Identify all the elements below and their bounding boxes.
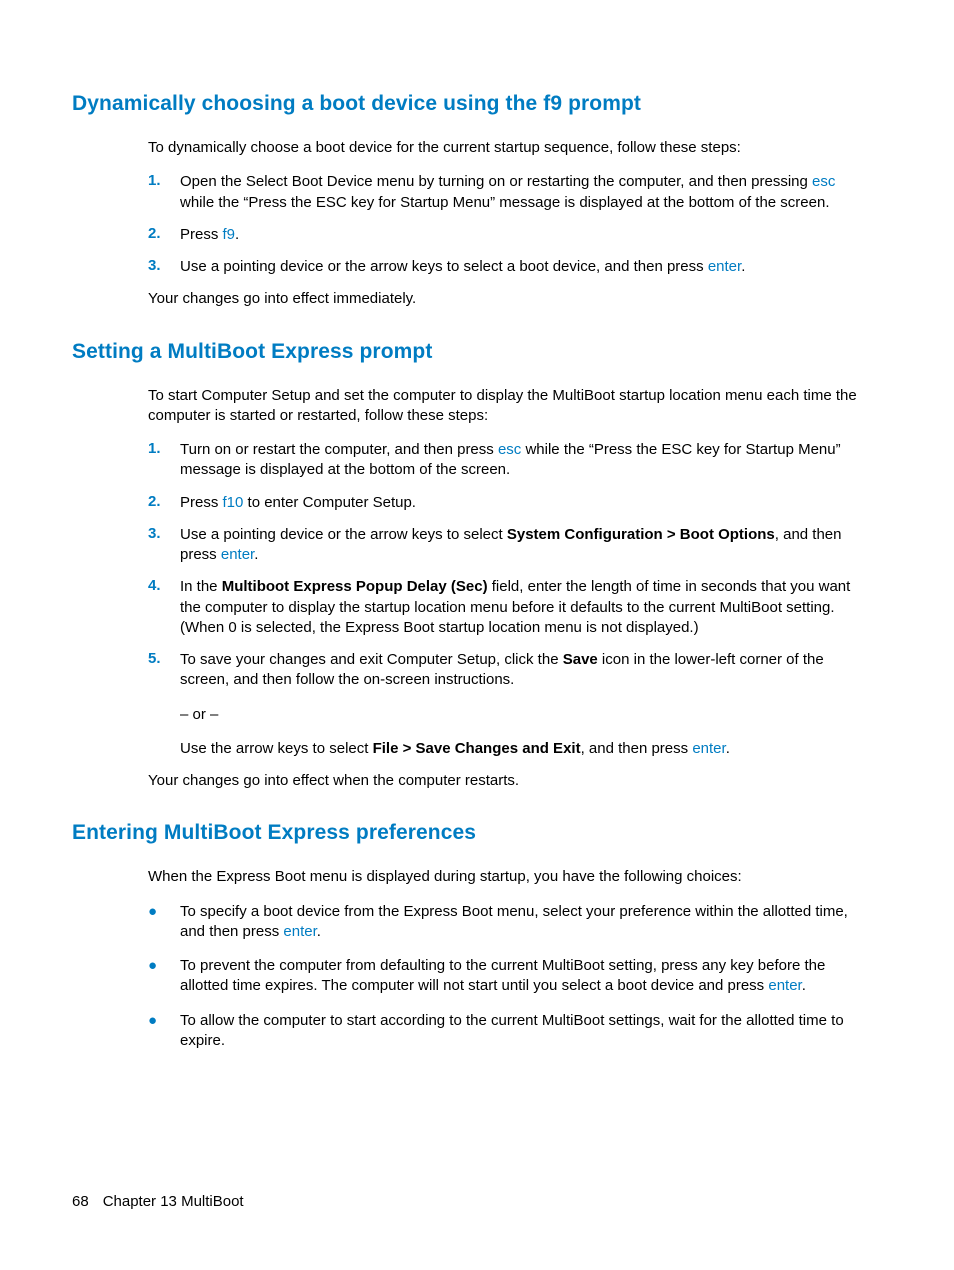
step-number: 2.	[148, 493, 180, 510]
keyword-enter: enter	[283, 923, 316, 940]
bullet-icon: ●	[148, 956, 180, 976]
step-item: 4. In the Multiboot Express Popup Delay …	[148, 577, 866, 638]
section2-post: Your changes go into effect when the com…	[148, 771, 866, 791]
step-text: Press f9.	[180, 225, 866, 245]
step-text: Use a pointing device or the arrow keys …	[180, 257, 866, 277]
section1-post: Your changes go into effect immediately.	[148, 289, 866, 309]
step-item: 2. Press f10 to enter Computer Setup.	[148, 493, 866, 513]
step-number: 3.	[148, 257, 180, 274]
text-run: To specify a boot device from the Expres…	[180, 903, 848, 940]
keyword-enter: enter	[692, 740, 725, 757]
text-run: Press	[180, 494, 223, 511]
text-run: Use a pointing device or the arrow keys …	[180, 258, 708, 275]
keyword-esc: esc	[498, 441, 521, 458]
section2-intro: To start Computer Setup and set the comp…	[148, 386, 866, 427]
text-run: Turn on or restart the computer, and the…	[180, 441, 498, 458]
bullet-item: ● To specify a boot device from the Expr…	[148, 902, 866, 943]
bold-text: Multiboot Express Popup Delay (Sec)	[222, 578, 488, 595]
text-run: .	[802, 977, 806, 994]
bullet-text: To prevent the computer from defaulting …	[180, 956, 866, 997]
text-run: .	[317, 923, 321, 940]
bold-text: System Configuration > Boot Options	[507, 526, 775, 543]
step-item: 3. Use a pointing device or the arrow ke…	[148, 525, 866, 566]
text-run: To prevent the computer from defaulting …	[180, 957, 825, 994]
text-run: .	[235, 226, 239, 243]
document-page: Dynamically choosing a boot device using…	[0, 0, 954, 1270]
step-sub: Use the arrow keys to select File > Save…	[180, 739, 866, 759]
step-item: 3. Use a pointing device or the arrow ke…	[148, 257, 866, 277]
text-run: .	[726, 740, 730, 757]
step-item: 2. Press f9.	[148, 225, 866, 245]
page-footer: 68 Chapter 13 MultiBoot	[72, 1193, 244, 1210]
keyword-f9: f9	[223, 226, 236, 243]
bullet-icon: ●	[148, 1011, 180, 1031]
section2-body: To start Computer Setup and set the comp…	[148, 386, 866, 792]
bullet-icon: ●	[148, 902, 180, 922]
section1-steps: 1. Open the Select Boot Device menu by t…	[148, 172, 866, 277]
page-number: 68	[72, 1193, 89, 1210]
text-run: Press	[180, 226, 223, 243]
section2-steps: 1. Turn on or restart the computer, and …	[148, 440, 866, 759]
step-text: To save your changes and exit Computer S…	[180, 650, 866, 759]
bold-text: Save	[563, 651, 598, 668]
chapter-label: Chapter 13 MultiBoot	[103, 1193, 244, 1210]
text-run: In the	[180, 578, 222, 595]
keyword-enter: enter	[221, 546, 254, 563]
bullet-text: To specify a boot device from the Expres…	[180, 902, 866, 943]
keyword-f10: f10	[223, 494, 244, 511]
keyword-esc: esc	[812, 173, 835, 190]
heading-dynamic-boot: Dynamically choosing a boot device using…	[72, 92, 866, 116]
bold-text: File > Save Changes and Exit	[373, 740, 581, 757]
step-text: In the Multiboot Express Popup Delay (Se…	[180, 577, 866, 638]
keyword-enter: enter	[708, 258, 741, 275]
step-text: Press f10 to enter Computer Setup.	[180, 493, 866, 513]
text-run: while the “Press the ESC key for Startup…	[180, 194, 829, 211]
step-text: Turn on or restart the computer, and the…	[180, 440, 866, 481]
step-number: 5.	[148, 650, 180, 667]
text-run: Use the arrow keys to select	[180, 740, 373, 757]
step-number: 3.	[148, 525, 180, 542]
step-item: 1. Turn on or restart the computer, and …	[148, 440, 866, 481]
text-run: .	[741, 258, 745, 275]
text-run: Use a pointing device or the arrow keys …	[180, 526, 507, 543]
step-number: 4.	[148, 577, 180, 594]
step-item: 1. Open the Select Boot Device menu by t…	[148, 172, 866, 213]
step-number: 1.	[148, 440, 180, 457]
keyword-enter: enter	[768, 977, 801, 994]
section1-body: To dynamically choose a boot device for …	[148, 138, 866, 310]
heading-multiboot-preferences: Entering MultiBoot Express preferences	[72, 821, 866, 845]
step-number: 2.	[148, 225, 180, 242]
text-run: to enter Computer Setup.	[243, 494, 416, 511]
text-run: Open the Select Boot Device menu by turn…	[180, 173, 812, 190]
text-run: .	[254, 546, 258, 563]
text-run: , and then press	[581, 740, 693, 757]
step-text: Open the Select Boot Device menu by turn…	[180, 172, 866, 213]
section3-body: When the Express Boot menu is displayed …	[148, 867, 866, 1051]
step-or: – or –	[180, 705, 866, 725]
section3-bullets: ● To specify a boot device from the Expr…	[148, 902, 866, 1052]
section3-intro: When the Express Boot menu is displayed …	[148, 867, 866, 887]
bullet-text: To allow the computer to start according…	[180, 1011, 866, 1052]
section1-intro: To dynamically choose a boot device for …	[148, 138, 866, 158]
step-item: 5. To save your changes and exit Compute…	[148, 650, 866, 759]
heading-multiboot-prompt: Setting a MultiBoot Express prompt	[72, 340, 866, 364]
step-text: Use a pointing device or the arrow keys …	[180, 525, 866, 566]
step-number: 1.	[148, 172, 180, 189]
bullet-item: ● To prevent the computer from defaultin…	[148, 956, 866, 997]
text-run: To save your changes and exit Computer S…	[180, 651, 563, 668]
bullet-item: ● To allow the computer to start accordi…	[148, 1011, 866, 1052]
